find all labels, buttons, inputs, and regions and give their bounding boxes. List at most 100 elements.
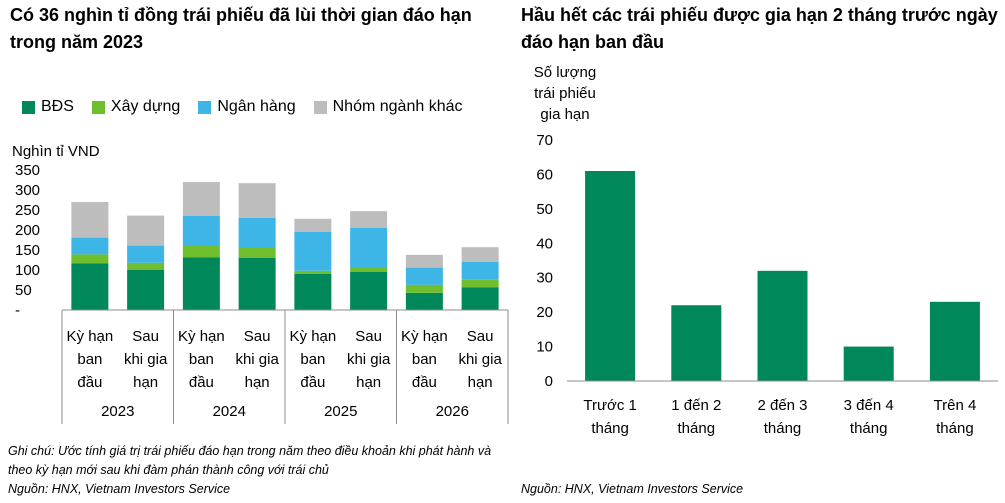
legend-label-bds: BĐS (41, 98, 74, 115)
left-x-category-label: đầu (300, 374, 325, 391)
right-y-tick-label: 20 (536, 304, 553, 321)
left-bar-4-seg (350, 211, 388, 228)
legend-label-nhom-khac: Nhóm ngành khác (332, 98, 463, 115)
left-bar-2-seg (294, 270, 332, 274)
right-bar (585, 170, 636, 381)
right-x-category-label: 3 đến 4 (844, 397, 894, 414)
left-x-category-label: khi gia (458, 351, 502, 368)
left-x-category-label: khi gia (347, 351, 391, 368)
left-y-tick-label: 100 (15, 262, 40, 279)
left-x-category-label: đầu (189, 374, 214, 391)
left-x-category-label: ban (189, 351, 214, 368)
right-bar (929, 301, 980, 381)
left-bar-4-seg (182, 182, 220, 216)
left-x-category-label: Sau (355, 328, 382, 345)
legend-item-bds: BĐS (22, 98, 74, 116)
right-x-category-label: Trên 4 (934, 397, 977, 414)
left-y-tick-label: - (15, 302, 20, 319)
left-bar-4-seg (127, 215, 165, 246)
left-bar-2-seg (127, 262, 165, 270)
right-x-category-label: Trước 1 (583, 397, 637, 414)
left-chart-legend: BĐS Xây dựng Ngân hàng Nhóm ngành khác (22, 98, 462, 116)
left-y-tick-label: 150 (15, 242, 40, 259)
left-bar-4-seg (294, 218, 332, 232)
legend-label-xay-dung: Xây dựng (110, 98, 181, 115)
left-bar-3-seg (182, 216, 220, 246)
left-x-group-label: 2023 (101, 403, 134, 420)
right-bar (757, 270, 808, 381)
right-y-tick-label: 50 (536, 201, 553, 218)
left-x-category-label: ban (300, 351, 325, 368)
right-chart-title: Hầu hết các trái phiếu được gia hạn 2 th… (521, 5, 998, 52)
left-bar-1-seg (71, 263, 109, 310)
left-chart-source: Nguồn: HNX, Vietnam Investors Service (8, 482, 231, 496)
left-x-category-label: hạn (133, 374, 158, 391)
left-bar-2-seg (405, 284, 443, 293)
left-bar-3-seg (350, 228, 388, 268)
right-x-category-label: 2 đến 3 (757, 397, 807, 414)
left-bar-1-seg (350, 272, 388, 310)
right-y-label-line: trái phiếu (534, 85, 596, 102)
left-chart-note: Ghi chú: Ước tính giá trị trái phiếu đáo… (8, 444, 492, 477)
left-bar-2-seg (350, 268, 388, 272)
left-x-category-label: Sau (244, 328, 271, 345)
left-bar-3-seg (294, 232, 332, 271)
left-x-group-label: 2026 (436, 403, 469, 420)
left-x-category-label: hạn (468, 374, 493, 391)
left-bar-2-seg (238, 248, 276, 258)
left-bar-1-seg (238, 258, 276, 310)
left-y-tick-label: 250 (15, 202, 40, 219)
left-x-group-label: 2025 (324, 403, 357, 420)
left-bar-3-seg (461, 262, 499, 280)
left-bar-4-seg (405, 254, 443, 268)
left-x-category-label: khi gia (124, 351, 168, 368)
left-bar-2-seg (71, 254, 109, 264)
left-bar-2-seg (182, 246, 220, 258)
right-y-label-line: gia hạn (540, 106, 590, 123)
left-chart-y-axis-label: Nghìn tỉ VND (12, 143, 100, 160)
left-chart-title: Có 36 nghìn tỉ đồng trái phiếu đã lùi th… (10, 5, 472, 52)
legend-swatch-xay-dung (91, 100, 105, 114)
right-y-tick-label: 10 (536, 339, 553, 356)
left-y-tick-label: 50 (15, 282, 32, 299)
right-y-tick-label: 60 (536, 166, 553, 183)
left-bar-1-seg (294, 274, 332, 310)
left-x-category-label: Sau (467, 328, 494, 345)
left-x-category-label: Kỳ hạn (401, 328, 448, 345)
left-x-category-label: Kỳ hạn (67, 328, 114, 345)
legend-label-ngan-hang: Ngân hàng (217, 98, 296, 115)
left-y-tick-label: 200 (15, 222, 40, 239)
left-bar-2-seg (461, 279, 499, 288)
left-bar-1-seg (127, 270, 165, 310)
right-y-label-line: Số lượng (533, 64, 597, 81)
right-y-tick-label: 70 (536, 132, 553, 149)
right-chart-source: Nguồn: HNX, Vietnam Investors Service (521, 482, 744, 496)
right-x-category-label: tháng (678, 420, 716, 437)
right-bar (843, 346, 894, 381)
right-y-tick-label: 30 (536, 270, 553, 287)
left-bar-3-seg (238, 218, 276, 248)
legend-item-nhom-khac: Nhóm ngành khác (313, 98, 463, 116)
left-bar-4-seg (238, 183, 276, 218)
left-x-category-label: đầu (77, 374, 102, 391)
left-x-category-label: ban (77, 351, 102, 368)
legend-item-xay-dung: Xây dựng (91, 98, 181, 116)
left-y-tick-label: 300 (15, 182, 40, 199)
right-x-category-label: tháng (591, 420, 629, 437)
legend-swatch-ngan-hang (198, 100, 212, 114)
right-x-category-label: tháng (936, 420, 974, 437)
left-x-category-label: Sau (132, 328, 159, 345)
right-x-category-label: 1 đến 2 (671, 397, 721, 414)
left-x-category-label: đầu (412, 374, 437, 391)
left-bar-1-seg (182, 257, 220, 310)
legend-swatch-nhom-khac (313, 100, 327, 114)
left-x-category-label: Kỳ hạn (290, 328, 337, 345)
right-y-tick-label: 0 (545, 373, 553, 390)
left-x-category-label: Kỳ hạn (178, 328, 225, 345)
left-x-category-label: khi gia (235, 351, 279, 368)
left-x-category-label: hạn (245, 374, 270, 391)
right-bar (671, 305, 722, 381)
right-chart-y-axis-label: Số lượng trái phiếu gia hạn (520, 62, 610, 125)
left-bar-3-seg (71, 237, 109, 255)
left-bar-4-seg (71, 202, 109, 238)
